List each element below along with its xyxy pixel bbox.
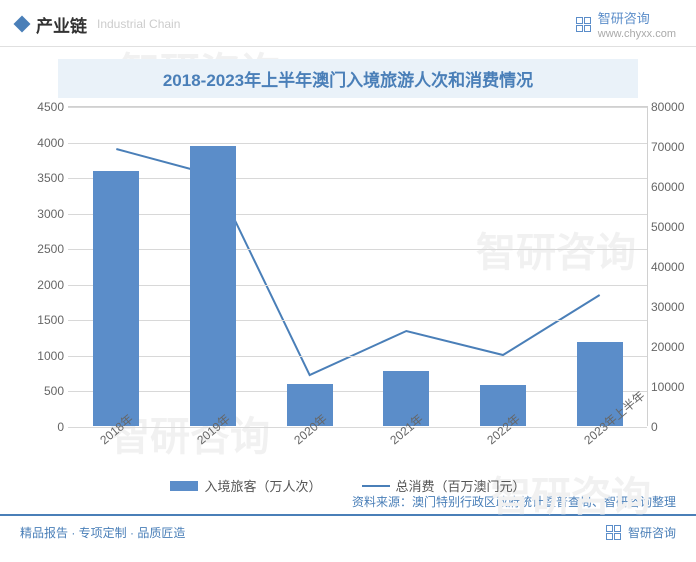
chart-container: 2018-2023年上半年澳门入境旅游人次和消费情况 0500100015002… bbox=[18, 59, 678, 489]
line-chart-svg bbox=[68, 107, 648, 427]
y-right-tick-label: 0 bbox=[651, 420, 693, 434]
brand-url: www.chyxx.com bbox=[598, 28, 676, 40]
legend-line-label: 总消费（百万澳门元） bbox=[396, 476, 526, 495]
bar bbox=[190, 146, 236, 426]
header-right: 智研咨询 www.chyxx.com bbox=[576, 8, 676, 40]
gridline bbox=[68, 285, 647, 286]
y-left-tick-label: 2000 bbox=[28, 278, 64, 292]
gridline bbox=[68, 427, 647, 428]
brand-logo-icon bbox=[606, 525, 622, 541]
gridline bbox=[68, 356, 647, 357]
y-left-tick-label: 0 bbox=[28, 420, 64, 434]
gridline bbox=[68, 214, 647, 215]
gridline bbox=[68, 143, 647, 144]
y-right-tick-label: 60000 bbox=[651, 180, 693, 194]
footer-brand-name: 智研咨询 bbox=[628, 524, 676, 541]
gridline bbox=[68, 249, 647, 250]
bar bbox=[93, 171, 139, 426]
gridline bbox=[68, 178, 647, 179]
header-bar: 产业链 Industrial Chain 智研咨询 www.chyxx.com bbox=[0, 0, 696, 47]
footer-brand: 智研咨询 bbox=[606, 524, 676, 541]
y-right-tick-label: 50000 bbox=[651, 220, 693, 234]
y-left-tick-label: 500 bbox=[28, 384, 64, 398]
legend-bar-item: 入境旅客（万人次） bbox=[170, 476, 321, 495]
gridline bbox=[68, 391, 647, 392]
y-right-tick-label: 20000 bbox=[651, 340, 693, 354]
header-left: 产业链 Industrial Chain bbox=[16, 12, 180, 37]
y-left-tick-label: 2500 bbox=[28, 242, 64, 256]
y-right-tick-label: 80000 bbox=[651, 100, 693, 114]
legend-bar-label: 入境旅客（万人次） bbox=[204, 476, 321, 495]
y-left-tick-label: 4000 bbox=[28, 136, 64, 150]
legend-line-swatch bbox=[362, 485, 390, 487]
gridline bbox=[68, 107, 647, 108]
brand-logo-icon bbox=[576, 16, 592, 32]
diamond-icon bbox=[14, 16, 31, 33]
legend-line-item: 总消费（百万澳门元） bbox=[362, 476, 526, 495]
plot-area: 0500100015002000250030003500400045000100… bbox=[68, 106, 648, 426]
section-title: 产业链 bbox=[36, 12, 87, 37]
y-left-tick-label: 3000 bbox=[28, 207, 64, 221]
footer-left-text: 精品报告 · 专项定制 · 品质匠造 bbox=[20, 524, 185, 541]
y-left-tick-label: 1500 bbox=[28, 313, 64, 327]
line-series bbox=[116, 149, 599, 375]
section-subtitle: Industrial Chain bbox=[97, 17, 180, 31]
brand-name: 智研咨询 bbox=[598, 8, 676, 27]
y-left-tick-label: 3500 bbox=[28, 171, 64, 185]
y-right-tick-label: 70000 bbox=[651, 140, 693, 154]
y-right-tick-label: 40000 bbox=[651, 260, 693, 274]
y-left-tick-label: 1000 bbox=[28, 349, 64, 363]
y-right-tick-label: 30000 bbox=[651, 300, 693, 314]
y-right-tick-label: 10000 bbox=[651, 380, 693, 394]
legend: 入境旅客（万人次） 总消费（百万澳门元） bbox=[18, 476, 678, 495]
y-left-tick-label: 4500 bbox=[28, 100, 64, 114]
chart-title: 2018-2023年上半年澳门入境旅游人次和消费情况 bbox=[58, 59, 638, 98]
gridline bbox=[68, 320, 647, 321]
legend-bar-swatch bbox=[170, 481, 198, 491]
